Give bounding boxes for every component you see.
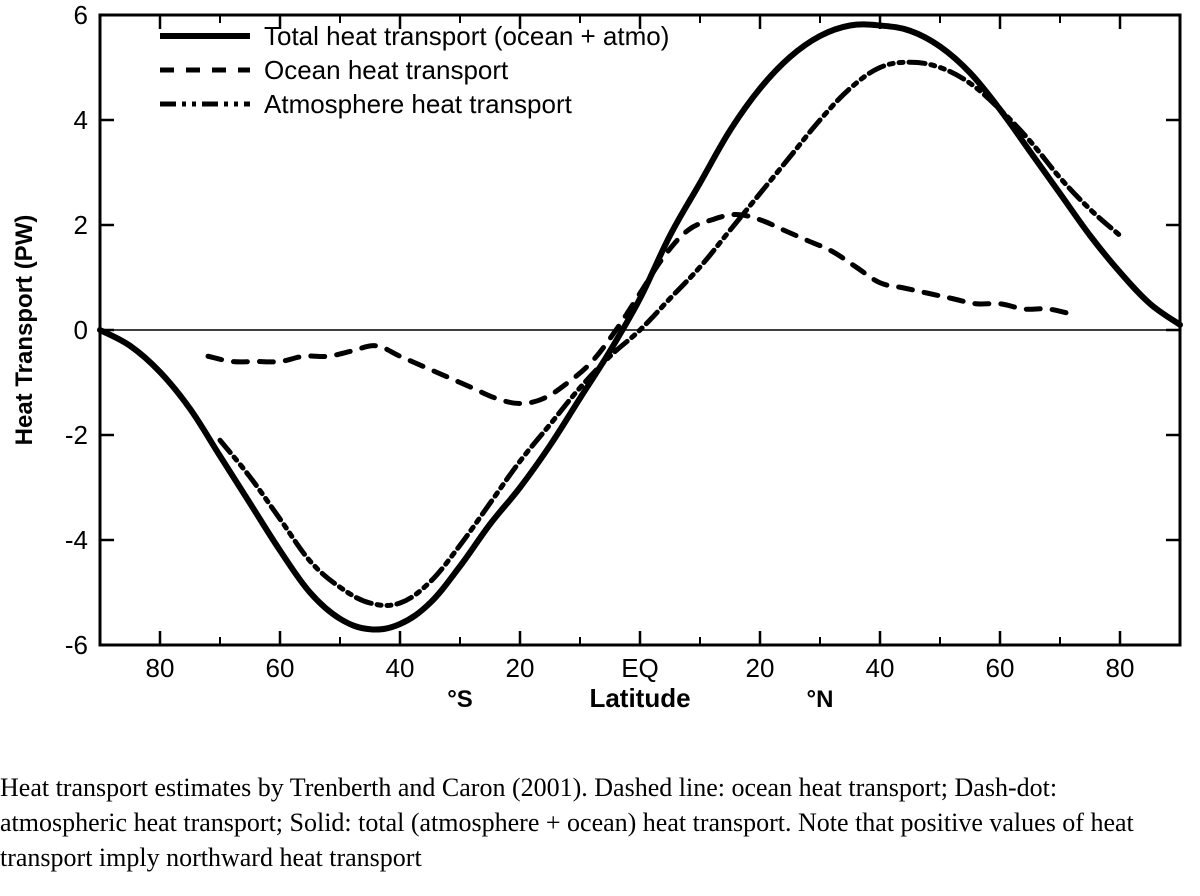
legend-label: Ocean heat transport — [264, 55, 509, 85]
y-tick-label: 0 — [74, 315, 88, 345]
y-tick-label: -6 — [65, 630, 88, 660]
y-tick-label: -2 — [65, 420, 88, 450]
legend-label: Total heat transport (ocean + atmo) — [264, 21, 669, 51]
x-tick-label: 20 — [506, 653, 535, 683]
x-tick-label: 80 — [1106, 653, 1135, 683]
y-tick-label: -4 — [65, 525, 88, 555]
x-tick-label: 60 — [986, 653, 1015, 683]
series-atmo — [220, 62, 1120, 605]
y-tick-label: 2 — [74, 210, 88, 240]
x-tick-label: 80 — [146, 653, 175, 683]
x-sublabel-south: °S — [447, 686, 473, 713]
series-ocean — [208, 215, 1072, 404]
x-tick-label: 20 — [746, 653, 775, 683]
x-axis-label: Latitude — [589, 683, 690, 713]
y-tick-label: 6 — [74, 5, 88, 30]
y-tick-label: 4 — [74, 105, 88, 135]
figure-caption: Heat transport estimates by Trenberth an… — [0, 770, 1190, 875]
x-tick-label: 40 — [866, 653, 895, 683]
x-tick-label: EQ — [621, 653, 659, 683]
legend-label: Atmosphere heat transport — [264, 89, 573, 119]
page: -6 -4 -2 0 2 4 6 80 60 40 20 EQ 20 40 60 80 °S Latitude °N… — [0, 0, 1200, 896]
heat-transport-chart: -6 -4 -2 0 2 4 6 80 60 40 20 EQ 20 40 60 80 °S Latitude °N… — [10, 5, 1190, 745]
y-axis-label: Heat Transport (PW) — [11, 215, 38, 446]
x-tick-label: 40 — [386, 653, 415, 683]
x-tick-label: 60 — [266, 653, 295, 683]
x-sublabel-north: °N — [807, 686, 834, 713]
